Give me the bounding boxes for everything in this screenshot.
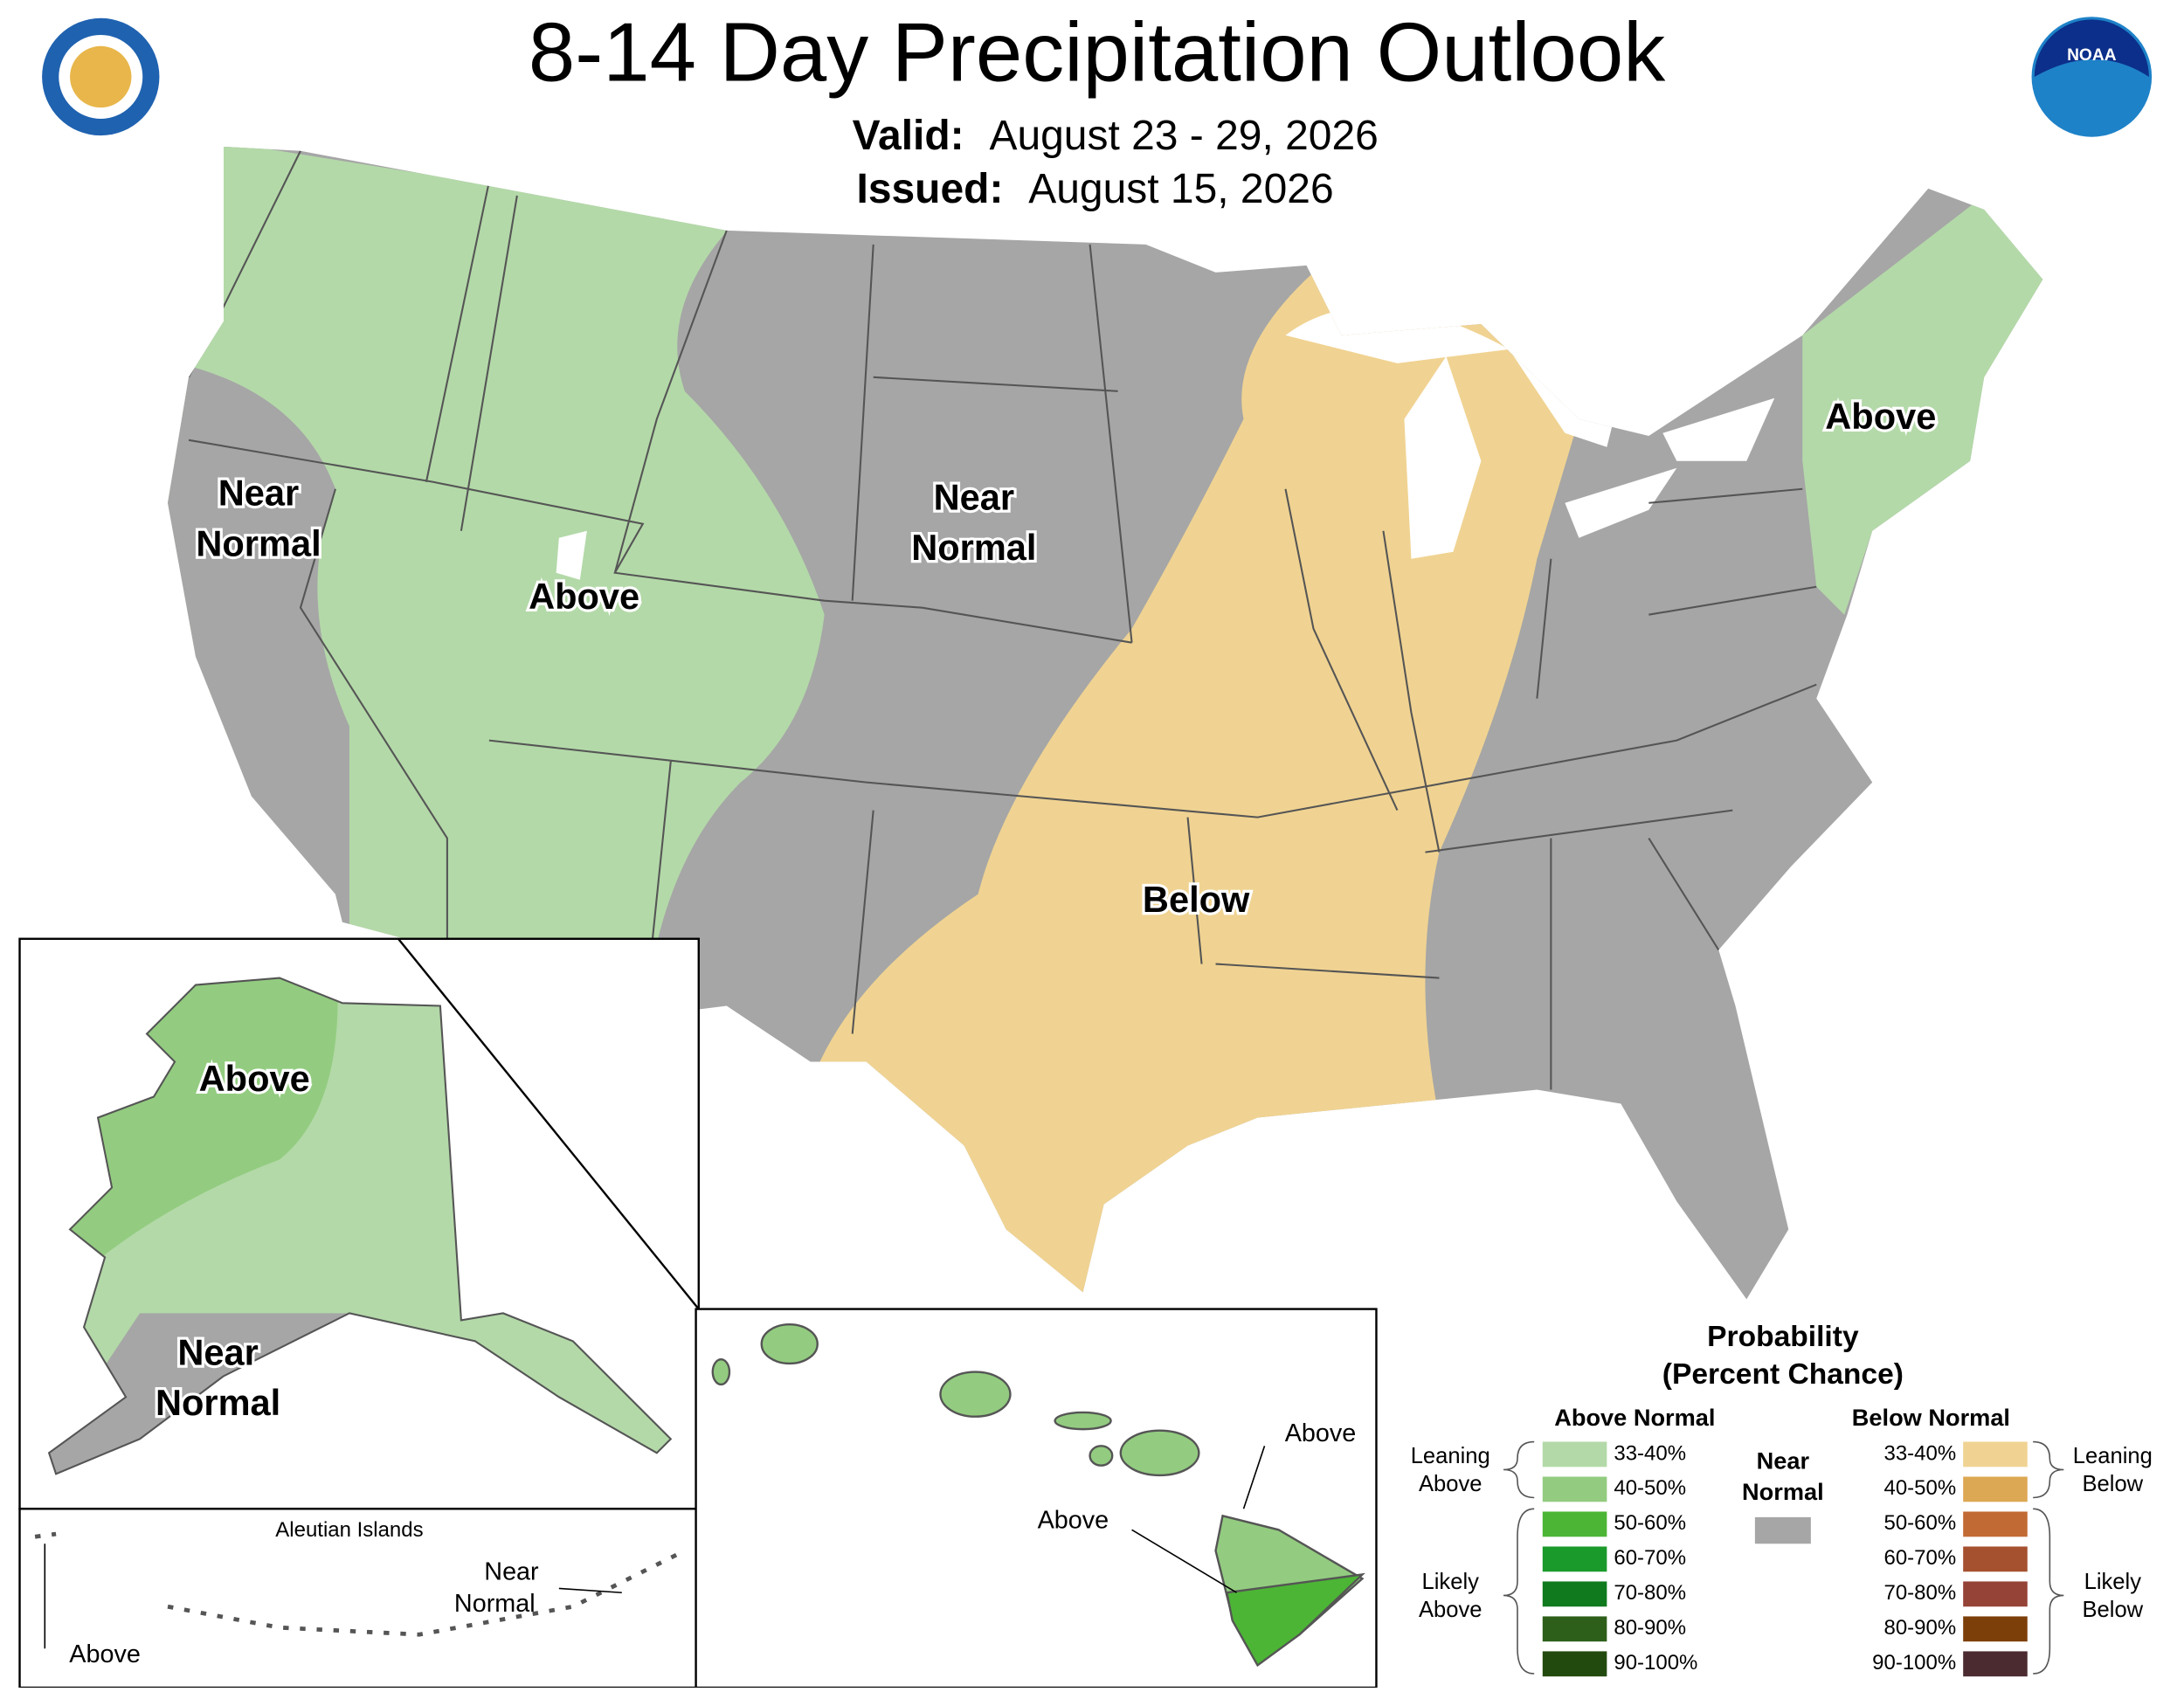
legend-near: Normal bbox=[1742, 1478, 1824, 1505]
legend-group: Above bbox=[1419, 1472, 1482, 1496]
map-label: Near bbox=[934, 477, 1014, 518]
commerce-logo bbox=[42, 17, 160, 136]
map-label: Near bbox=[218, 473, 299, 514]
legend-group: Likely bbox=[2084, 1570, 2142, 1594]
legend-group: Above bbox=[1419, 1598, 1482, 1622]
legend-brace bbox=[1503, 1440, 2064, 1675]
legend-group: Below bbox=[2082, 1472, 2143, 1496]
map-label: Below bbox=[1143, 879, 1250, 920]
legend-group: Leaning bbox=[2073, 1444, 2153, 1468]
map-label: Above bbox=[69, 1640, 141, 1668]
legend-bin-label: 80-90% bbox=[1884, 1616, 1957, 1640]
hawaii-islands bbox=[711, 1323, 1365, 1668]
aleutian-islands bbox=[34, 1531, 686, 1637]
valid-label: Valid: bbox=[853, 113, 964, 159]
legend-bin-label: 60-70% bbox=[1884, 1546, 1957, 1570]
map-label: Above bbox=[1825, 396, 1936, 437]
legend-swatch bbox=[1542, 1616, 1607, 1642]
conus bbox=[168, 146, 2043, 1300]
noaa-logo: NOAA bbox=[2031, 17, 2153, 137]
map-label: Near bbox=[484, 1557, 539, 1585]
legend-swatch bbox=[1542, 1581, 1607, 1607]
legend-group: Likely bbox=[1422, 1570, 1480, 1594]
legend-bin-label: 70-80% bbox=[1614, 1581, 1686, 1605]
legend-header: Below Normal bbox=[1852, 1404, 2010, 1431]
legend-bin-label: 50-60% bbox=[1884, 1511, 1957, 1535]
legend-swatch bbox=[1542, 1441, 1607, 1468]
title: 8-14 Day Precipitation Outlook bbox=[529, 6, 1666, 100]
legend-group: Below bbox=[2082, 1598, 2143, 1622]
map-label: Above bbox=[199, 1058, 310, 1099]
legend-swatch bbox=[1963, 1511, 2028, 1537]
legend-swatch bbox=[1963, 1441, 2028, 1468]
pointer bbox=[44, 1544, 622, 1649]
map-label: Above bbox=[529, 576, 639, 617]
legend-bin-label: 90-100% bbox=[1872, 1651, 1956, 1675]
legend-bin-label: 90-100% bbox=[1614, 1651, 1697, 1675]
legend-header: Above Normal bbox=[1554, 1404, 1715, 1431]
valid-date: August 23 - 29, 2026 bbox=[989, 113, 1378, 159]
aleutian-title: Aleutian Islands bbox=[275, 1518, 423, 1542]
aleutian-inset bbox=[18, 1508, 700, 1689]
legend-swatch bbox=[1963, 1651, 2028, 1677]
legend-bin-label: 40-50% bbox=[1614, 1476, 1686, 1500]
legend-swatch bbox=[1963, 1616, 2028, 1642]
pointer bbox=[1131, 1446, 1266, 1593]
map-label: Near bbox=[177, 1331, 258, 1372]
legend-bin-label: 80-90% bbox=[1614, 1616, 1686, 1640]
legend-near: Near bbox=[1757, 1447, 1810, 1474]
issued-label: Issued: bbox=[857, 166, 1004, 212]
svg-text:NOAA: NOAA bbox=[2067, 46, 2117, 65]
legend-swatch bbox=[1542, 1651, 1607, 1677]
map-label: Normal bbox=[196, 522, 321, 563]
legend-swatch bbox=[1542, 1476, 1607, 1502]
legend-swatch bbox=[1963, 1581, 2028, 1607]
legend-title: (Percent Chance) bbox=[1662, 1358, 1904, 1391]
legend-swatch bbox=[1754, 1516, 1811, 1544]
legend-bin-label: 60-70% bbox=[1614, 1546, 1686, 1570]
inset-connector bbox=[397, 937, 700, 1310]
legend-swatch bbox=[1542, 1546, 1607, 1572]
map-label: Normal bbox=[454, 1590, 536, 1618]
legend-bin-label: 33-40% bbox=[1884, 1441, 1957, 1465]
legend-swatch bbox=[1963, 1476, 2028, 1502]
legend: Probability (Percent Chance) Above Norma… bbox=[1411, 1321, 2153, 1677]
issued-date: August 15, 2026 bbox=[1028, 166, 1333, 212]
legend-bin-label: 33-40% bbox=[1614, 1441, 1686, 1465]
legend-swatch bbox=[1542, 1511, 1607, 1537]
legend-bin-label: 50-60% bbox=[1614, 1511, 1686, 1535]
map-label: Normal bbox=[156, 1382, 280, 1423]
legend-bin-label: 40-50% bbox=[1884, 1476, 1957, 1500]
map-label: Normal bbox=[911, 527, 1036, 568]
alaska-outline bbox=[47, 977, 673, 1475]
legend-group: Leaning bbox=[1411, 1444, 1490, 1468]
map-label: Above bbox=[1038, 1506, 1109, 1534]
legend-title: Probability bbox=[1707, 1321, 1859, 1353]
legend-swatch bbox=[1963, 1546, 2028, 1572]
map-label: Above bbox=[1285, 1419, 1357, 1447]
legend-bin-label: 70-80% bbox=[1884, 1581, 1957, 1605]
